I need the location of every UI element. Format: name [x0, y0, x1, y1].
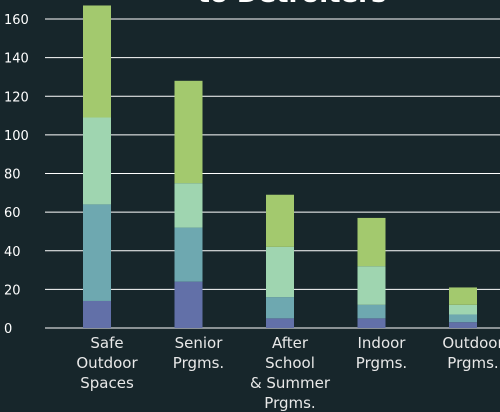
bar-segment — [174, 183, 203, 228]
bar-segment — [83, 117, 111, 205]
bar-segment — [174, 80, 203, 184]
bar-segment — [266, 297, 294, 319]
chart-title: to Detroiters — [198, 0, 387, 9]
y-tick-label: 100 — [4, 129, 29, 144]
bar-segment — [174, 281, 203, 328]
bar-segment — [449, 287, 477, 305]
bar-segment — [83, 300, 111, 328]
bar-segment — [357, 217, 386, 267]
y-tick-label: 60 — [4, 206, 21, 221]
y-tick-label: 80 — [4, 168, 21, 183]
x-tick-label: Senior Prgms. — [172, 334, 225, 372]
x-tick-label: After School & Summer Prgms. — [249, 334, 331, 412]
bar-segment — [357, 266, 386, 305]
bar-segment — [357, 318, 386, 328]
y-tick-label: 140 — [4, 52, 29, 67]
bar-segment — [266, 318, 294, 328]
bar-segment — [357, 304, 386, 319]
x-tick-label: Safe Outdoor Spaces — [76, 334, 138, 392]
y-tick-label: 120 — [4, 90, 29, 105]
bar-segment — [174, 227, 203, 282]
bar-segment — [266, 194, 294, 247]
bar-segment — [83, 204, 111, 301]
x-tick-label: Indoor Prgms. — [355, 334, 408, 372]
x-tick-label: Outdoor Prgms. — [442, 334, 500, 372]
y-tick-label: 160 — [4, 13, 29, 28]
bar-segment — [449, 322, 477, 328]
y-tick-label: 20 — [4, 283, 21, 298]
y-tick-label: 0 — [4, 322, 12, 337]
bar-segment — [449, 314, 477, 323]
bar-segment — [83, 5, 111, 118]
bar-segment — [449, 304, 477, 315]
y-tick-label: 40 — [4, 245, 21, 260]
bar-segment — [266, 246, 294, 298]
